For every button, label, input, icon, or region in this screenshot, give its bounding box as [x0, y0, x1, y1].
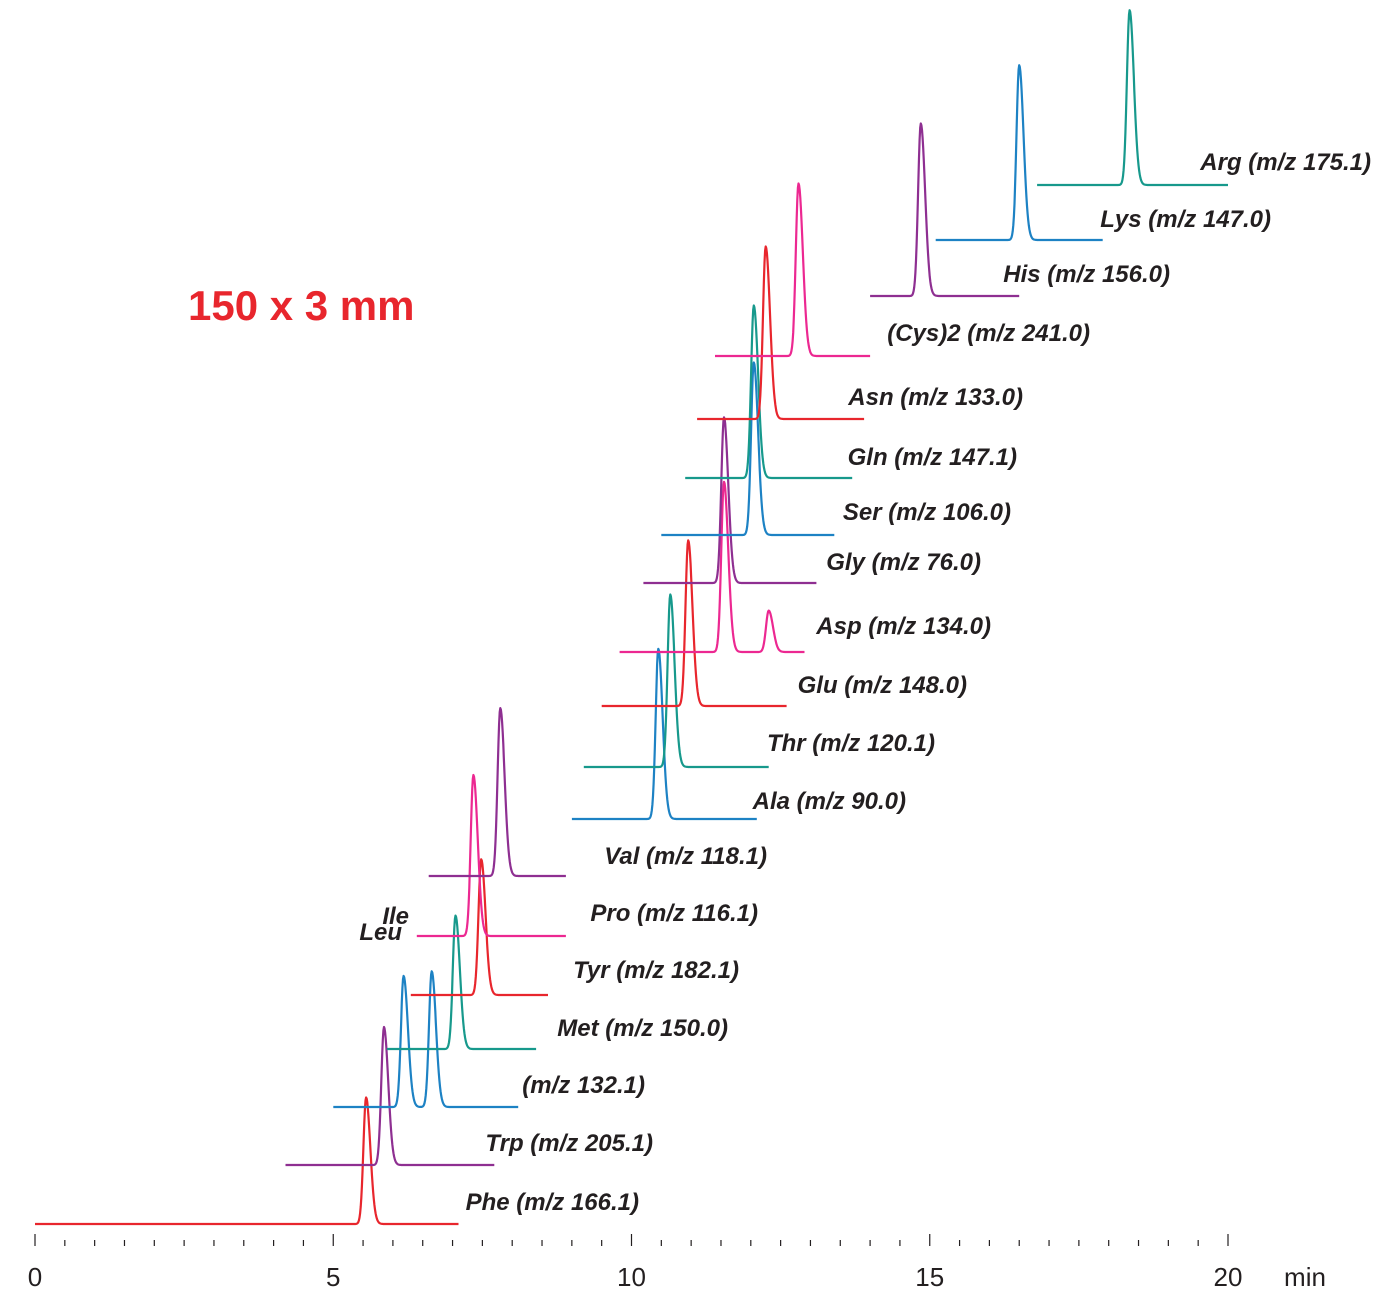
peak-label: Ile: [382, 903, 409, 930]
trace-line: [583, 593, 770, 769]
column-dimension-label: 150 x 3 mm: [188, 282, 415, 329]
trace-label: His (m/z 156.0): [1003, 261, 1170, 288]
trace-line: [869, 122, 1020, 298]
trace-line: [386, 914, 537, 1051]
trace-label: Asp (m/z 134.0): [815, 613, 991, 640]
trace-line: [714, 182, 871, 358]
trace-label: Ala (m/z 90.0): [752, 788, 906, 815]
trace-line: [696, 245, 865, 421]
trace-label: Glu (m/z 148.0): [798, 672, 967, 699]
trace-line: [332, 970, 519, 1109]
trace-label: Lys (m/z 147.0): [1100, 206, 1271, 233]
trace-line: [34, 1096, 459, 1226]
x-axis-unit-label: min: [1284, 1262, 1326, 1292]
x-tick-label: 5: [326, 1262, 340, 1292]
trace-label: Asn (m/z 133.0): [847, 384, 1023, 411]
trace-line: [1036, 9, 1229, 187]
trace-line: [642, 416, 817, 585]
trace-label: Arg (m/z 175.1): [1199, 149, 1371, 176]
trace-label: Gln (m/z 147.1): [848, 444, 1017, 471]
trace-label: Tyr (m/z 182.1): [573, 957, 739, 984]
trace-line: [285, 1025, 495, 1167]
trace-label: Gly (m/z 76.0): [826, 549, 981, 576]
x-tick-label: 10: [617, 1262, 646, 1292]
trace-label: Met (m/z 150.0): [557, 1015, 728, 1042]
trace-label: Pro (m/z 116.1): [590, 900, 758, 927]
trace-label: Thr (m/z 120.1): [767, 730, 935, 757]
trace-line: [684, 304, 853, 480]
trace-line: [660, 361, 835, 537]
trace-line: [416, 773, 567, 938]
trace-label: (Cys)2 (m/z 241.0): [887, 320, 1090, 347]
trace-line: [619, 480, 805, 654]
peak-label: Leu: [359, 919, 402, 946]
trace-label: Trp (m/z 205.1): [485, 1130, 653, 1157]
trace-label: Phe (m/z 166.1): [466, 1189, 639, 1216]
x-tick-label: 15: [915, 1262, 944, 1292]
x-tick-label: 20: [1214, 1262, 1243, 1292]
trace-line: [428, 707, 567, 878]
x-tick-label: 0: [28, 1262, 42, 1292]
trace-line: [601, 539, 788, 708]
trace-line: [935, 64, 1104, 242]
trace-label: (m/z 132.1): [522, 1072, 645, 1099]
trace-label: Ser (m/z 106.0): [843, 499, 1011, 526]
trace-label: Val (m/z 118.1): [604, 843, 767, 870]
